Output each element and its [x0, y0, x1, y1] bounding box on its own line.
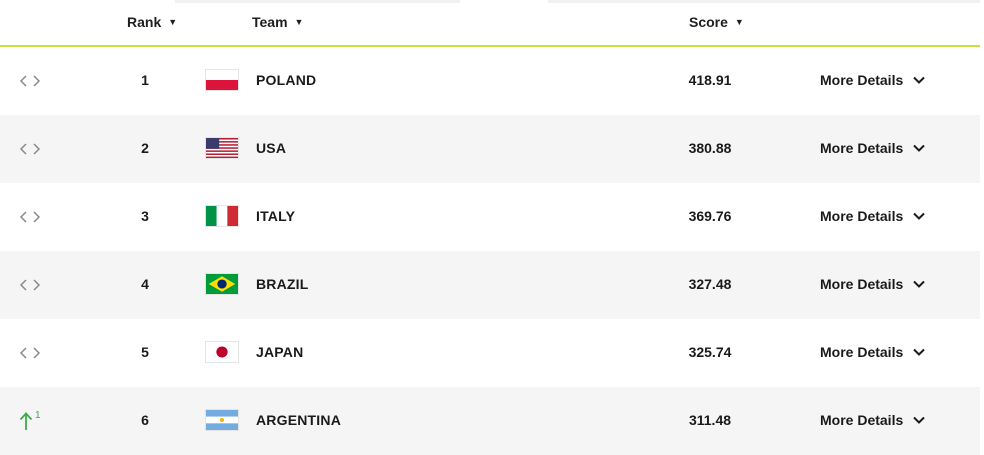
more-details-label: More Details — [820, 276, 904, 292]
brazil-flag-icon — [205, 273, 239, 295]
top-bar-segment — [548, 0, 980, 3]
no-change-icon — [19, 139, 49, 159]
no-change-icon — [19, 207, 49, 227]
table-row: 4 BRAZIL 327.48 More Details — [0, 251, 980, 319]
chevron-down-icon — [913, 348, 925, 356]
team-name: BRAZIL — [256, 276, 309, 292]
more-details-label: More Details — [820, 208, 904, 224]
team-name: JAPAN — [256, 344, 304, 360]
japan-flag-icon — [205, 341, 239, 363]
rank-value: 5 — [141, 344, 149, 360]
rank-header-label: Rank — [127, 14, 162, 30]
score-column-header[interactable]: Score ▼ — [689, 14, 744, 30]
score-value: 380.88 — [688, 140, 732, 156]
chevron-down-icon — [913, 144, 925, 152]
top-bar-segment — [175, 0, 460, 3]
more-details-button[interactable]: More Details — [820, 412, 925, 428]
more-details-button[interactable]: More Details — [820, 276, 925, 292]
sort-caret-icon: ▼ — [294, 16, 304, 27]
no-change-icon — [19, 71, 49, 91]
more-details-label: More Details — [820, 412, 904, 428]
top-filter-bar — [0, 0, 984, 4]
sort-caret-icon: ▼ — [734, 16, 744, 27]
rank-value: 3 — [141, 208, 149, 224]
table-row: 1 POLAND 418.91 More Details — [0, 47, 980, 115]
ranking-table: 1 POLAND 418.91 More Details 2 — [0, 47, 980, 455]
score-value: 418.91 — [688, 72, 732, 88]
more-details-button[interactable]: More Details — [820, 140, 925, 156]
score-value: 369.76 — [688, 208, 732, 224]
italy-flag-icon — [205, 205, 239, 227]
table-row: 3 ITALY 369.76 More Details — [0, 183, 980, 251]
chevron-down-icon — [913, 280, 925, 288]
no-change-icon — [19, 343, 49, 363]
team-header-label: Team — [252, 14, 288, 30]
table-row: 2 USA 380.88 More Details — [0, 115, 980, 183]
no-change-icon — [19, 275, 49, 295]
more-details-button[interactable]: More Details — [820, 344, 925, 360]
more-details-label: More Details — [820, 140, 904, 156]
poland-flag-icon — [205, 69, 239, 91]
more-details-label: More Details — [820, 72, 904, 88]
team-column-header[interactable]: Team ▼ — [252, 14, 303, 30]
rank-change-value: 1 — [35, 410, 41, 421]
chevron-down-icon — [913, 416, 925, 424]
rank-value: 4 — [141, 276, 149, 292]
rank-column-header[interactable]: Rank ▼ — [127, 14, 177, 30]
team-name: ITALY — [256, 208, 296, 224]
score-value: 311.48 — [688, 412, 732, 428]
team-name: ARGENTINA — [256, 412, 342, 428]
team-name: USA — [256, 140, 287, 156]
more-details-button[interactable]: More Details — [820, 208, 925, 224]
team-name: POLAND — [256, 72, 317, 88]
rank-value: 1 — [141, 72, 149, 88]
score-value: 325.74 — [688, 344, 732, 360]
table-row: 5 JAPAN 325.74 More Details — [0, 319, 980, 387]
sort-caret-icon: ▼ — [168, 16, 178, 27]
more-details-label: More Details — [820, 344, 904, 360]
more-details-button[interactable]: More Details — [820, 72, 925, 88]
rank-value: 6 — [141, 412, 149, 428]
rank-up-indicator: 1 — [19, 410, 49, 431]
chevron-down-icon — [913, 212, 925, 220]
chevron-down-icon — [913, 76, 925, 84]
table-header: Rank ▼ Team ▼ Score ▼ — [0, 0, 980, 47]
score-header-label: Score — [689, 14, 728, 30]
table-row: 1 6 ARGENTINA 311.48 More Details — [0, 387, 980, 455]
score-value: 327.48 — [688, 276, 732, 292]
rank-value: 2 — [141, 140, 149, 156]
argentina-flag-icon — [205, 409, 239, 431]
arrow-up-icon — [19, 412, 33, 430]
usa-flag-icon — [205, 137, 239, 159]
